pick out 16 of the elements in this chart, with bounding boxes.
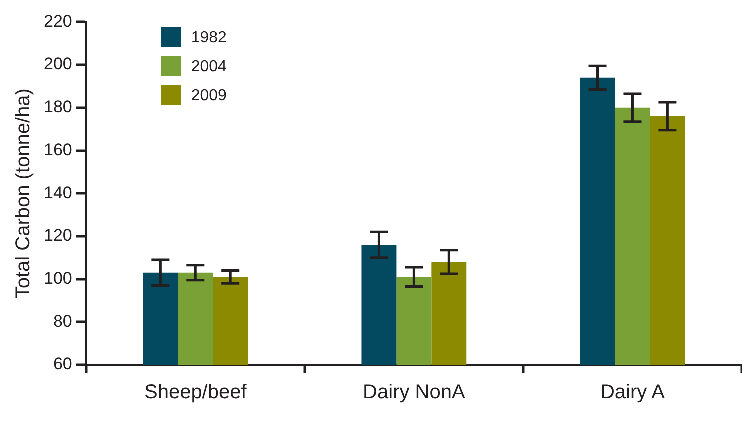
y-tick-label: 220 bbox=[44, 12, 72, 31]
x-tick-label: Sheep/beef bbox=[144, 382, 248, 404]
y-tick-label: 100 bbox=[44, 268, 72, 288]
y-tick-label: 160 bbox=[44, 140, 72, 160]
y-tick-label: 80 bbox=[53, 312, 72, 331]
x-tick-label: Dairy NonA bbox=[363, 382, 466, 404]
legend-label: 1982 bbox=[191, 30, 228, 47]
y-tick-label: 180 bbox=[44, 98, 72, 117]
y-tick-label: 120 bbox=[44, 226, 72, 246]
y-tick-label: 140 bbox=[44, 183, 72, 202]
x-tick-label: Dairy A bbox=[600, 382, 666, 404]
legend-label: 2009 bbox=[191, 88, 228, 105]
y-tick-label: 60 bbox=[53, 354, 72, 374]
y-axis-title: Total Carbon (tonne/ha) bbox=[12, 88, 35, 299]
legend-label: 2004 bbox=[191, 58, 228, 76]
y-tick-label: 200 bbox=[44, 54, 72, 74]
